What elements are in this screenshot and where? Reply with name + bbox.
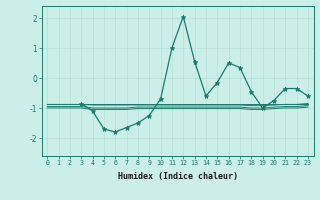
X-axis label: Humidex (Indice chaleur): Humidex (Indice chaleur) bbox=[118, 172, 237, 181]
